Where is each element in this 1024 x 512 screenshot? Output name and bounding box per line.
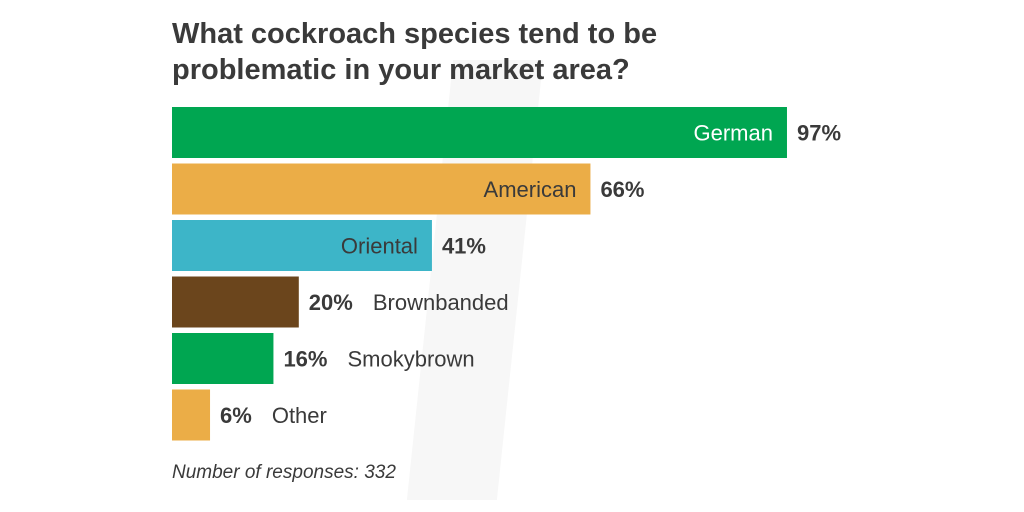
chart-title-line-1: What cockroach species tend to be (172, 18, 658, 50)
value-label-american: 66% (600, 177, 644, 202)
category-label-american: American (484, 177, 577, 202)
chart-title: What cockroach species tend to be proble… (172, 16, 772, 88)
bar-brownbanded (172, 276, 299, 328)
bar-other (172, 389, 211, 441)
value-label-german: 97% (797, 121, 841, 146)
category-label-oriental: Oriental (341, 234, 418, 259)
category-label-brownbanded: Brownbanded (373, 290, 509, 315)
category-label-german: German (693, 121, 772, 146)
category-label-smokybrown: Smokybrown (347, 347, 474, 372)
value-label-other: 6% (220, 403, 252, 428)
chart-title-line-2: problematic in your market area? (172, 54, 630, 86)
bar-smokybrown (172, 333, 274, 384)
bar-german (172, 107, 787, 158)
bar-american (172, 163, 591, 215)
value-label-oriental: 41% (442, 234, 486, 259)
category-label-other: Other (272, 403, 327, 428)
value-label-brownbanded: 20% (309, 290, 353, 315)
bar-oriental (172, 220, 432, 271)
footnote: Number of responses: 332 (172, 462, 396, 483)
value-label-smokybrown: 16% (283, 347, 327, 372)
